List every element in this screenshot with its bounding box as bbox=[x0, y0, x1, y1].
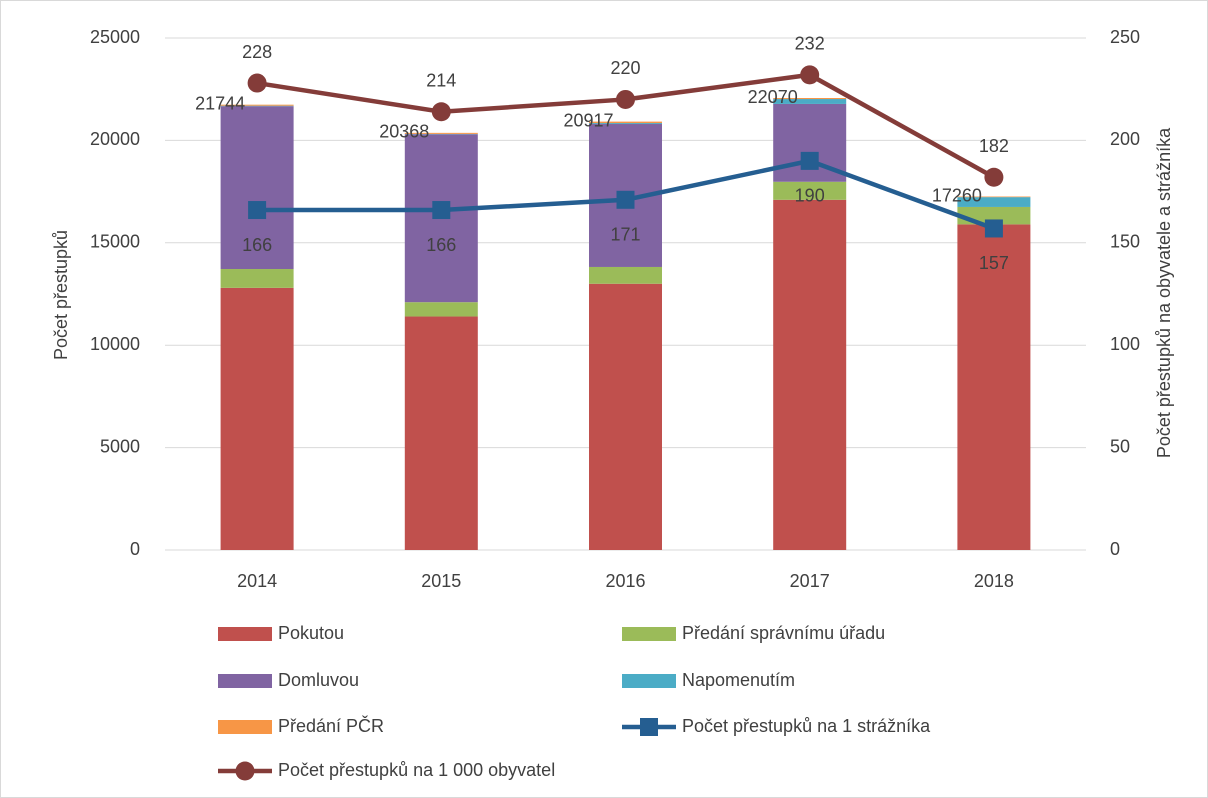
bar-segment bbox=[220, 106, 294, 270]
bar-segment bbox=[589, 266, 662, 284]
bar-segment bbox=[404, 316, 478, 550]
data-label: 190 bbox=[795, 186, 825, 206]
line-marker bbox=[432, 201, 451, 220]
data-label: 166 bbox=[426, 235, 456, 255]
bar-segment bbox=[957, 197, 1031, 207]
line-marker bbox=[247, 73, 267, 93]
data-label: 171 bbox=[610, 225, 640, 245]
x-tick-label: 2015 bbox=[421, 571, 461, 591]
y2-tick-label: 150 bbox=[1110, 232, 1140, 252]
total-label: 21744 bbox=[195, 93, 245, 113]
x-tick-label: 2016 bbox=[605, 571, 645, 591]
legend-swatch bbox=[218, 674, 272, 688]
y2-tick-label: 250 bbox=[1110, 27, 1140, 47]
total-label: 17260 bbox=[932, 185, 982, 205]
legend-label: Počet přestupků na 1 000 obyvatel bbox=[278, 760, 555, 780]
line-marker bbox=[616, 190, 635, 209]
y-tick-label: 15000 bbox=[90, 232, 140, 252]
line-marker bbox=[984, 219, 1003, 238]
data-label: 166 bbox=[242, 235, 272, 255]
bar-segment bbox=[773, 199, 847, 551]
legend-marker bbox=[235, 761, 255, 781]
line-marker bbox=[800, 151, 819, 170]
data-label: 220 bbox=[610, 58, 640, 78]
y2-axis-title: Počet přestupků na obyvatele a strážníka bbox=[1154, 127, 1174, 458]
line-marker bbox=[800, 65, 820, 85]
bar-segment bbox=[220, 104, 294, 106]
line-marker bbox=[616, 89, 635, 109]
y-tick-label: 5000 bbox=[100, 436, 140, 456]
y2-tick-label: 200 bbox=[1110, 129, 1140, 149]
data-label: 228 bbox=[242, 42, 272, 62]
line-marker bbox=[984, 167, 1004, 187]
total-label: 22070 bbox=[748, 87, 798, 107]
bar-segment bbox=[404, 302, 478, 317]
bar-segment bbox=[773, 99, 847, 104]
y2-tick-label: 100 bbox=[1110, 334, 1140, 354]
legend-label: Domluvou bbox=[278, 670, 359, 690]
bar-segment bbox=[220, 287, 294, 550]
bar-segment bbox=[957, 224, 1031, 551]
bar-segment bbox=[404, 132, 478, 134]
legend-label: Pokutou bbox=[278, 623, 344, 643]
x-tick-label: 2017 bbox=[790, 571, 830, 591]
x-tick-label: 2018 bbox=[974, 571, 1014, 591]
data-label: 182 bbox=[979, 136, 1009, 156]
total-label: 20368 bbox=[379, 122, 429, 142]
y-tick-label: 20000 bbox=[90, 129, 140, 149]
bar-segment bbox=[220, 269, 294, 288]
y-tick-label: 10000 bbox=[90, 334, 140, 354]
legend-swatch bbox=[218, 720, 272, 734]
bar-segment bbox=[589, 121, 662, 124]
bar-segment bbox=[773, 98, 847, 100]
legend-label: Předání PČR bbox=[278, 715, 384, 736]
line-marker bbox=[431, 102, 451, 122]
legend-label: Předání správnímu úřadu bbox=[682, 623, 885, 643]
total-label: 20917 bbox=[563, 110, 613, 130]
legend-swatch bbox=[622, 674, 676, 688]
data-label: 232 bbox=[795, 34, 825, 54]
bar-segment bbox=[773, 181, 847, 200]
y2-tick-label: 50 bbox=[1110, 436, 1130, 456]
y-tick-label: 0 bbox=[130, 539, 140, 559]
y-tick-label: 25000 bbox=[90, 27, 140, 47]
legend-marker bbox=[640, 718, 658, 736]
bar-segment bbox=[589, 283, 662, 550]
line-marker bbox=[248, 201, 267, 220]
data-label: 157 bbox=[979, 253, 1009, 273]
legend-label: Počet přestupků na 1 strážníka bbox=[682, 716, 931, 736]
x-tick-label: 2014 bbox=[237, 571, 277, 591]
y2-tick-label: 0 bbox=[1110, 539, 1120, 559]
legend-swatch bbox=[622, 627, 676, 641]
legend-label: Napomenutím bbox=[682, 670, 795, 690]
bar-segment bbox=[957, 196, 1031, 198]
data-label: 214 bbox=[426, 70, 456, 90]
bar-segment bbox=[589, 123, 662, 125]
y-axis-title: Počet přestupků bbox=[51, 230, 71, 360]
legend-swatch bbox=[218, 627, 272, 641]
